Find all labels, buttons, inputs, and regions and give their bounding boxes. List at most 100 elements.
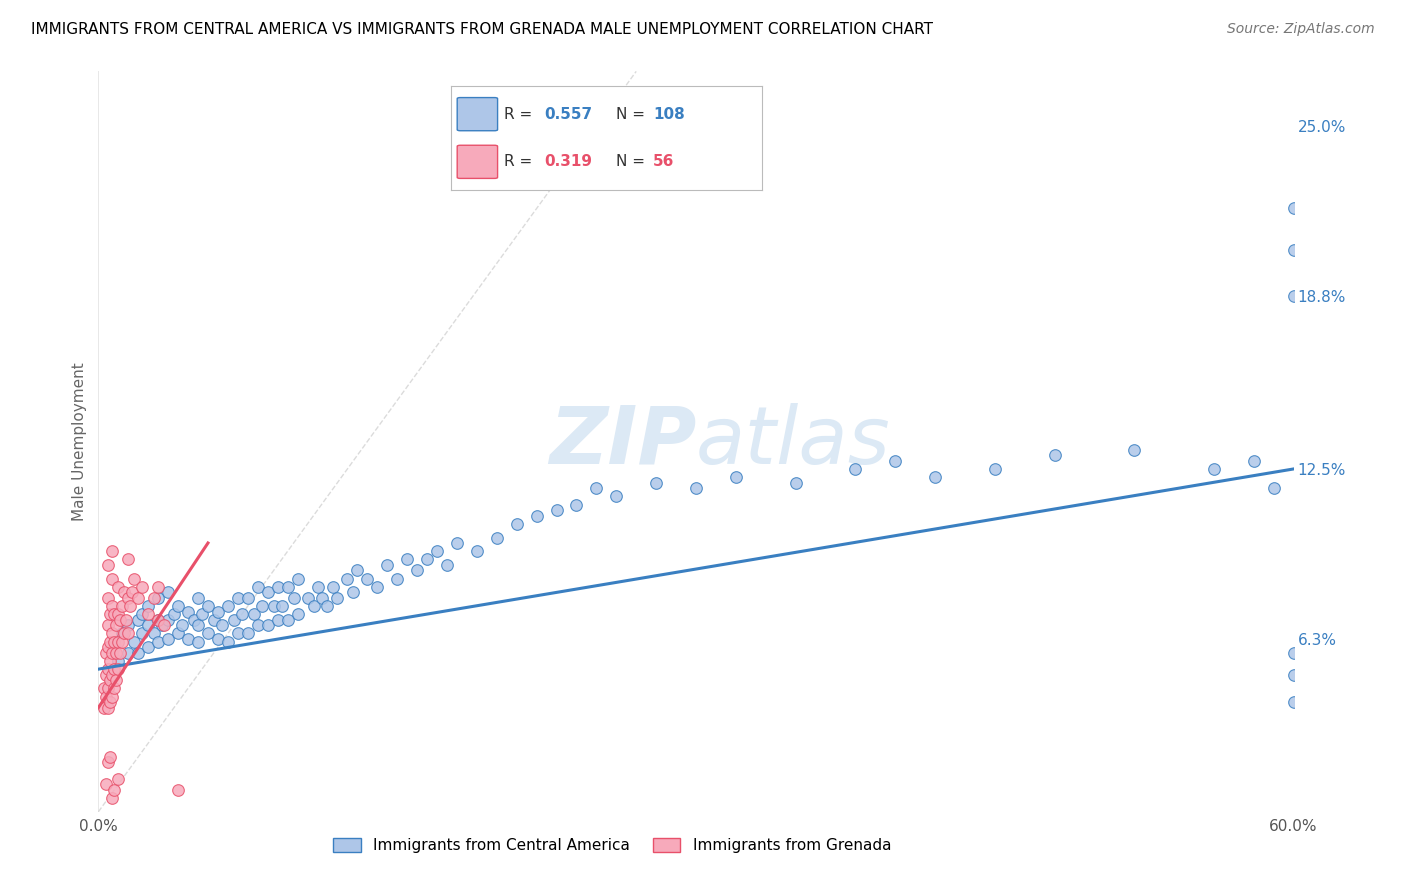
Point: [98, 654, 122, 668]
Point: [105, 646, 128, 660]
Point: [97, 700, 120, 714]
Point: [97, 618, 120, 632]
Point: [485, 531, 508, 545]
Point: [167, 626, 190, 640]
Point: [336, 572, 359, 586]
Point: [217, 599, 239, 613]
Point: [110, 646, 132, 660]
Point: [263, 599, 285, 613]
Point: [111, 599, 134, 613]
Point: [121, 585, 143, 599]
Point: [287, 607, 309, 622]
Legend: Immigrants from Central America, Immigrants from Grenada: Immigrants from Central America, Immigra…: [328, 832, 897, 860]
Point: [112, 626, 135, 640]
Point: [105, 673, 128, 687]
Point: [356, 572, 378, 586]
Point: [93, 700, 115, 714]
Point: [246, 580, 269, 594]
Point: [222, 613, 245, 627]
Point: [366, 580, 388, 594]
Point: [131, 607, 153, 622]
Point: [322, 580, 344, 594]
Point: [148, 580, 170, 594]
Point: [96, 777, 118, 791]
Point: [236, 591, 259, 605]
Point: [101, 599, 124, 613]
Point: [103, 782, 125, 797]
Point: [446, 536, 468, 550]
Point: [131, 580, 153, 594]
Point: [153, 618, 176, 632]
Point: [202, 613, 225, 627]
Point: [406, 563, 429, 577]
Point: [101, 667, 124, 681]
Point: [101, 791, 124, 805]
Point: [207, 632, 229, 646]
Point: [127, 613, 149, 627]
Point: [96, 667, 118, 681]
Point: [120, 599, 142, 613]
Point: [148, 613, 170, 627]
Point: [685, 481, 707, 495]
Point: [1243, 454, 1265, 468]
Point: [187, 618, 209, 632]
Point: [256, 585, 278, 599]
Point: [287, 572, 309, 586]
Point: [1282, 243, 1305, 257]
Point: [131, 626, 153, 640]
Point: [107, 662, 129, 676]
Point: [98, 607, 122, 622]
Point: [256, 618, 278, 632]
Point: [396, 552, 419, 566]
Point: [884, 454, 907, 468]
Point: [207, 605, 229, 619]
Point: [97, 681, 120, 696]
Point: [326, 591, 349, 605]
Point: [187, 634, 209, 648]
Point: [117, 591, 139, 605]
Point: [243, 607, 266, 622]
Point: [342, 585, 364, 599]
Point: [107, 654, 129, 668]
Point: [724, 470, 747, 484]
Point: [148, 613, 170, 627]
Point: [150, 618, 173, 632]
Point: [375, 558, 398, 572]
Point: [97, 640, 120, 655]
Point: [924, 470, 946, 484]
Point: [984, 462, 1007, 476]
Point: [117, 618, 139, 632]
Point: [143, 626, 166, 640]
Point: [107, 772, 129, 786]
Point: [103, 634, 125, 648]
Point: [844, 462, 866, 476]
Point: [172, 618, 194, 632]
Point: [426, 544, 449, 558]
Point: [148, 634, 170, 648]
Point: [316, 599, 339, 613]
Point: [127, 646, 149, 660]
Point: [97, 662, 120, 676]
Point: [307, 580, 329, 594]
Point: [148, 591, 170, 605]
Point: [163, 607, 186, 622]
Point: [177, 632, 200, 646]
Point: [785, 475, 807, 490]
Point: [197, 626, 219, 640]
Text: atlas: atlas: [696, 402, 891, 481]
Point: [1282, 289, 1305, 303]
Point: [302, 599, 325, 613]
Point: [416, 552, 439, 566]
Point: [267, 613, 290, 627]
Point: [124, 572, 146, 586]
Point: [96, 690, 118, 704]
Point: [565, 498, 588, 512]
Point: [231, 607, 253, 622]
Point: [585, 481, 607, 495]
Point: [103, 640, 125, 655]
Point: [103, 607, 125, 622]
Point: [117, 626, 139, 640]
Point: [97, 591, 120, 605]
Point: [143, 591, 166, 605]
Point: [1282, 646, 1305, 660]
